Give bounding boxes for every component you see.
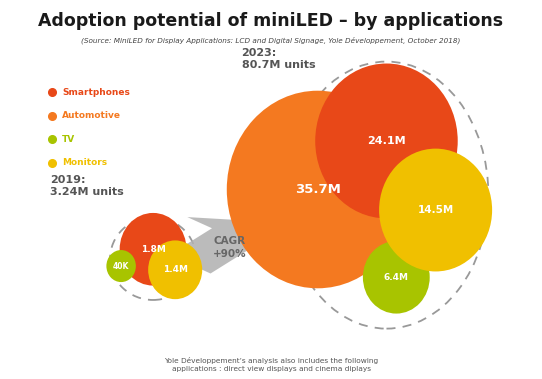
Text: 1.4M: 1.4M [163,265,188,274]
Ellipse shape [120,213,186,285]
Text: 40K: 40K [113,262,130,271]
Text: CAGR
+90%: CAGR +90% [212,236,246,258]
Ellipse shape [379,149,492,271]
Text: 2019:
3.24M units: 2019: 3.24M units [50,175,124,197]
Text: (Source: MiniLED for Display Applications: LCD and Digital Signage, Yole Dévelop: (Source: MiniLED for Display Application… [81,36,461,44]
Polygon shape [169,217,278,274]
Ellipse shape [315,64,458,218]
Ellipse shape [148,240,202,299]
Ellipse shape [363,241,430,313]
Text: 6.4M: 6.4M [384,273,409,282]
Text: Smartphones: Smartphones [62,88,130,97]
Text: 35.7M: 35.7M [295,183,340,196]
Text: Monitors: Monitors [62,158,107,168]
Text: 14.5M: 14.5M [417,205,454,215]
Text: TV: TV [62,135,75,144]
Ellipse shape [106,250,136,282]
Text: 1.8M: 1.8M [140,245,165,254]
Text: Yole Développement’s analysis also includes the following
applications : direct : Yole Développement’s analysis also inclu… [164,357,378,372]
Text: 2023:
80.7M units: 2023: 80.7M units [242,48,315,70]
Text: Automotive: Automotive [62,111,121,121]
Text: Adoption potential of miniLED – by applications: Adoption potential of miniLED – by appli… [38,12,504,30]
Ellipse shape [227,91,409,288]
Text: 24.1M: 24.1M [367,136,406,146]
